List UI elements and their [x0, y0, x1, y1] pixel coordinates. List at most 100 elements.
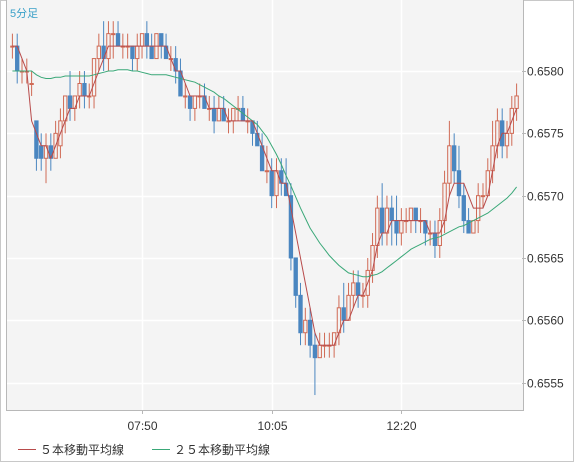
- candle-body: [264, 170, 270, 173]
- candle: [34, 120, 39, 171]
- legend-ma5: ５本移動平均線: [18, 441, 124, 458]
- candle: [82, 71, 87, 109]
- y-tick-label: 0.6575: [527, 127, 564, 141]
- candle: [471, 220, 476, 234]
- candle-body: [480, 195, 486, 198]
- candle-body: [375, 207, 380, 247]
- candle: [399, 208, 404, 246]
- candle: [29, 71, 34, 96]
- candle-body: [355, 282, 361, 296]
- candle: [298, 282, 303, 346]
- candle-body: [293, 257, 298, 296]
- x-axis: 07:50 10:05 12:20: [127, 410, 417, 433]
- candle: [451, 133, 457, 184]
- legend-ma25-label: ２５本移動平均線: [174, 443, 271, 457]
- candle-body: [461, 195, 466, 222]
- candle: [77, 71, 82, 109]
- x-tick-label: 10:05: [257, 419, 287, 433]
- candle-body: [39, 145, 44, 159]
- candle-body: [149, 45, 154, 60]
- candle-body: [379, 207, 385, 234]
- candle: [111, 21, 116, 59]
- candle-body: [211, 107, 217, 122]
- candle: [96, 33, 102, 72]
- legend-ma25: ２５本移動平均線: [152, 441, 270, 458]
- candle: [39, 133, 44, 171]
- candle: [341, 282, 346, 333]
- x-tick-label: 07:50: [127, 419, 157, 433]
- candle-body: [96, 45, 102, 60]
- candle-body: [115, 33, 121, 47]
- candle-body: [341, 307, 346, 321]
- candle: [130, 45, 135, 72]
- candle-body: [394, 220, 399, 234]
- candle: [211, 95, 217, 134]
- candle-body: [269, 170, 274, 197]
- y-tick-label: 0.6570: [527, 190, 564, 204]
- candle-body: [159, 33, 164, 47]
- x-tick-label: 12:20: [386, 419, 416, 433]
- candle: [447, 120, 452, 196]
- candle: [240, 95, 246, 122]
- candle-body: [303, 319, 308, 334]
- candle-body: [471, 220, 476, 234]
- candle: [15, 33, 20, 84]
- candle: [264, 145, 270, 184]
- candle: [274, 158, 279, 209]
- legend-ma25-swatch: [152, 449, 170, 450]
- y-tick-label: 0.6560: [527, 314, 564, 328]
- legend-ma5-swatch: [18, 449, 36, 450]
- candle: [43, 133, 49, 184]
- candle: [303, 307, 308, 346]
- candle-body: [504, 132, 510, 147]
- candle-body: [466, 220, 471, 234]
- y-tick-label: 0.6555: [527, 377, 564, 391]
- legend-ma5-label: ５本移動平均線: [40, 443, 125, 457]
- candle: [466, 208, 471, 234]
- candle: [293, 257, 298, 308]
- candle-body: [312, 344, 318, 359]
- candle-body: [432, 232, 438, 247]
- candle: [514, 83, 519, 121]
- candle-body: [389, 207, 394, 222]
- candle-body: [139, 33, 145, 47]
- candle-body: [135, 45, 140, 60]
- candle: [490, 120, 495, 184]
- ma25-line: [12, 69, 517, 278]
- candle-body: [77, 82, 82, 97]
- candle-body: [231, 107, 236, 122]
- y-tick-label: 0.6580: [527, 65, 564, 79]
- candle-body: [144, 33, 150, 47]
- candle: [63, 95, 68, 134]
- ma5-line: [12, 45, 518, 346]
- candle-body: [288, 195, 294, 259]
- candle-body: [408, 207, 414, 222]
- candle-body: [298, 294, 303, 334]
- candle: [144, 21, 150, 59]
- ma25-polyline: [12, 69, 517, 278]
- candle: [307, 307, 313, 358]
- candle-body: [307, 319, 313, 346]
- candle-body: [29, 82, 34, 85]
- candle: [312, 332, 318, 396]
- candle: [135, 33, 140, 72]
- candle-body: [111, 33, 116, 36]
- candle: [67, 71, 73, 121]
- candle-body: [216, 107, 222, 122]
- candle: [192, 95, 198, 121]
- candle-body: [514, 95, 519, 109]
- candle-body: [183, 95, 188, 98]
- candle: [504, 120, 510, 159]
- candle: [101, 21, 106, 72]
- candle-body: [413, 207, 418, 222]
- candle-body: [187, 95, 193, 109]
- candle: [259, 133, 265, 172]
- candle: [375, 195, 380, 258]
- candle-body: [67, 95, 73, 109]
- candle: [456, 145, 462, 209]
- candle: [480, 183, 486, 209]
- timeframe-label: 5分足: [10, 8, 39, 20]
- candle: [53, 120, 58, 159]
- candle: [336, 295, 342, 346]
